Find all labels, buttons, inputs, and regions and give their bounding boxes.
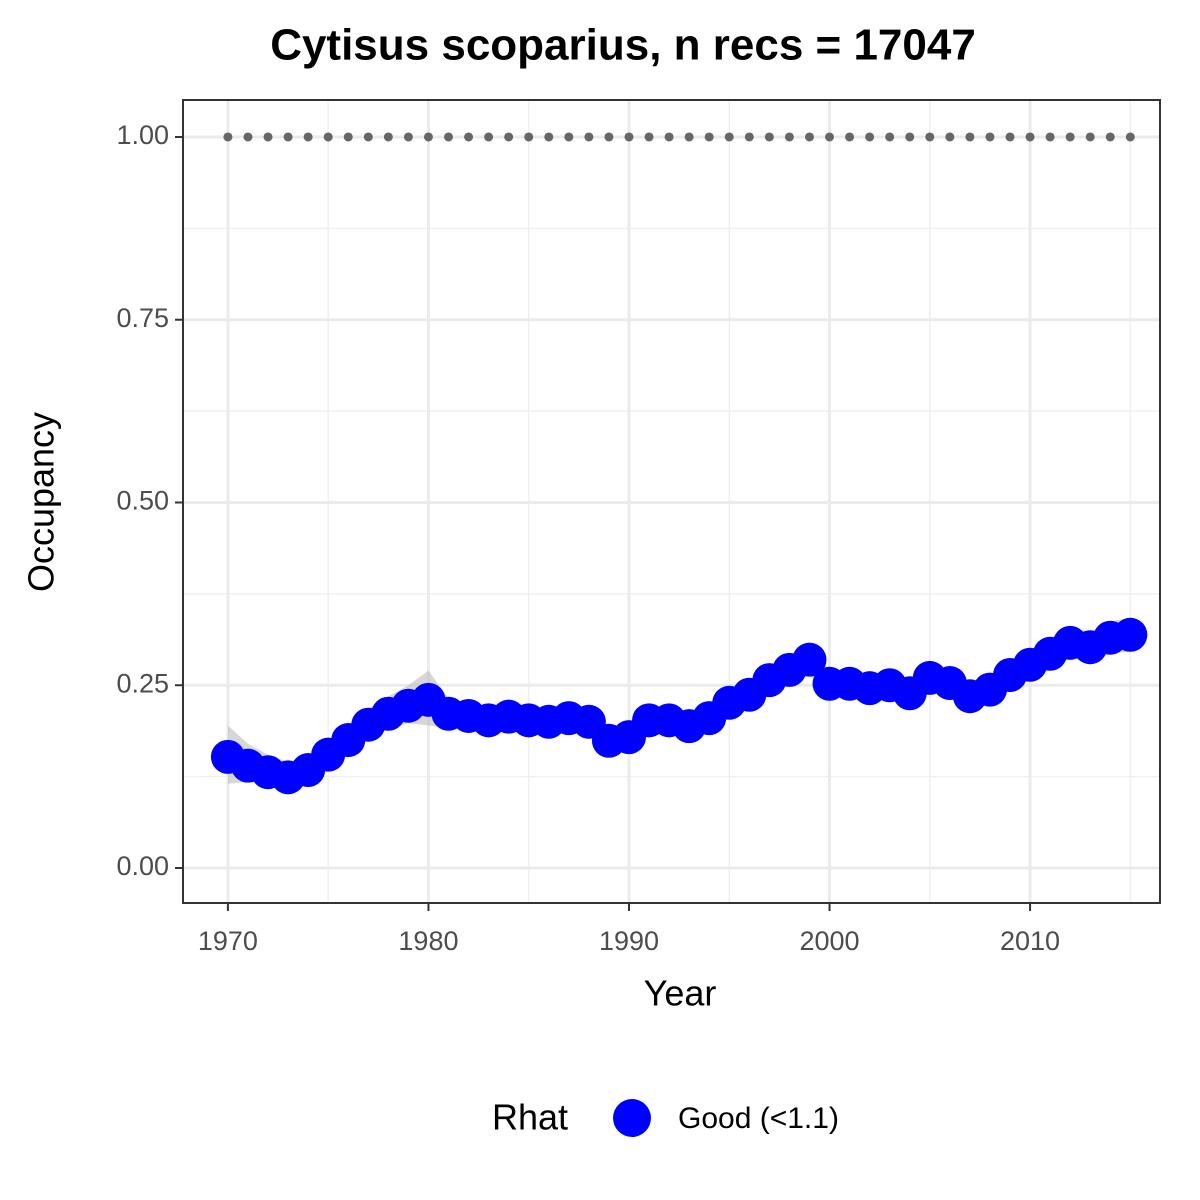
reference-dot	[403, 132, 413, 142]
reference-dot	[1125, 132, 1135, 142]
reference-dot	[243, 132, 253, 142]
reference-dot	[584, 132, 594, 142]
reference-dot	[303, 132, 313, 142]
reference-dot	[484, 132, 494, 142]
x-tick-label: 2000	[799, 926, 859, 956]
reference-dot	[604, 132, 614, 142]
y-tick-label: 0.75	[116, 303, 169, 333]
y-tick-label: 0.00	[116, 851, 169, 881]
point	[1113, 617, 1148, 652]
reference-dot	[1045, 132, 1055, 142]
reference-dot	[885, 132, 895, 142]
reference-dot	[845, 132, 855, 142]
reference-dot	[323, 132, 333, 142]
point	[792, 642, 827, 677]
reference-dot	[343, 132, 353, 142]
reference-dot	[704, 132, 714, 142]
reference-dot	[544, 132, 554, 142]
reference-dot	[1065, 132, 1075, 142]
reference-dot	[263, 132, 273, 142]
reference-dot	[744, 132, 754, 142]
x-axis-title: Year	[644, 973, 717, 1014]
reference-dot	[444, 132, 454, 142]
x-tick-label: 1970	[198, 926, 258, 956]
legend-title: Rhat	[492, 1097, 568, 1138]
legend-label: Good (<1.1)	[678, 1102, 839, 1135]
chart-title: Cytisus scoparius, n recs = 17047	[270, 21, 976, 70]
reference-dot	[423, 132, 433, 142]
reference-dot	[784, 132, 794, 142]
reference-dot	[804, 132, 814, 142]
reference-dot	[925, 132, 935, 142]
reference-dot	[564, 132, 574, 142]
reference-dot	[504, 132, 514, 142]
reference-dot	[684, 132, 694, 142]
reference-dot	[905, 132, 915, 142]
reference-dot	[524, 132, 534, 142]
reference-dot	[985, 132, 995, 142]
reference-dot	[1085, 132, 1095, 142]
reference-dot	[363, 132, 373, 142]
reference-dot	[1005, 132, 1015, 142]
reference-dot	[1105, 132, 1115, 142]
reference-dot	[383, 132, 393, 142]
y-tick-label: 1.00	[116, 120, 169, 150]
reference-dot	[764, 132, 774, 142]
reference-dot	[664, 132, 674, 142]
legend-marker	[613, 1099, 651, 1137]
x-tick-label: 1990	[599, 926, 659, 956]
reference-dot	[1025, 132, 1035, 142]
reference-dot	[464, 132, 474, 142]
y-tick-label: 0.50	[116, 486, 169, 516]
reference-dot	[865, 132, 875, 142]
reference-dot	[644, 132, 654, 142]
y-tick-label: 0.25	[116, 668, 169, 698]
line	[227, 632, 1131, 780]
reference-dot	[945, 132, 955, 142]
reference-dot	[624, 132, 634, 142]
plot-border	[182, 99, 1161, 904]
reference-dot	[965, 132, 975, 142]
reference-dot	[223, 132, 233, 142]
x-tick-label: 1980	[398, 926, 458, 956]
reference-dot	[283, 132, 293, 142]
reference-dot	[724, 132, 734, 142]
reference-dot	[825, 132, 835, 142]
y-axis-title: Occupancy	[21, 412, 62, 592]
x-tick-label: 2010	[1000, 926, 1060, 956]
